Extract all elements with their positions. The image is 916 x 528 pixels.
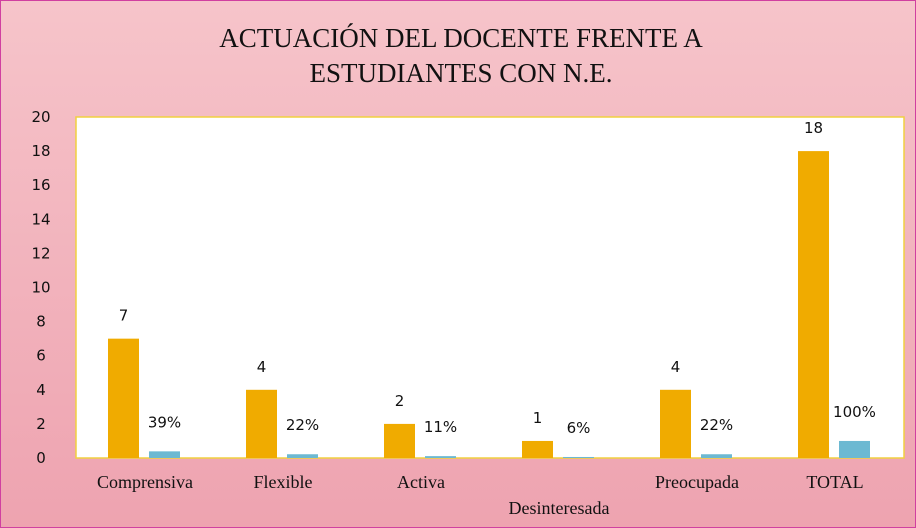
y-tick-label: 12 bbox=[31, 244, 50, 262]
data-label: 11% bbox=[424, 418, 457, 436]
data-label: 2 bbox=[395, 392, 405, 410]
data-label: 6% bbox=[567, 419, 591, 437]
bar bbox=[522, 440, 553, 458]
x-tick-label: Preocupada bbox=[655, 472, 739, 492]
data-label: 4 bbox=[257, 358, 267, 376]
bar bbox=[108, 338, 139, 458]
bar bbox=[425, 456, 456, 458]
plot-area bbox=[75, 116, 905, 459]
y-tick-label: 20 bbox=[31, 108, 50, 126]
data-label: 4 bbox=[671, 358, 681, 376]
data-label: 7 bbox=[119, 307, 129, 325]
bar bbox=[149, 451, 180, 458]
data-label: 100% bbox=[833, 403, 876, 421]
y-tick-label: 6 bbox=[36, 347, 46, 365]
data-label: 22% bbox=[700, 416, 733, 434]
data-label: 39% bbox=[148, 413, 181, 431]
bar bbox=[287, 454, 318, 458]
data-label: 22% bbox=[286, 416, 319, 434]
x-tick-label: Comprensiva bbox=[97, 472, 193, 492]
x-tick-label: Activa bbox=[397, 472, 445, 492]
x-tick-label: Desinteresada bbox=[509, 498, 610, 518]
bar bbox=[701, 454, 732, 458]
bar bbox=[798, 151, 829, 458]
chart-title: ACTUACIÓN DEL DOCENTE FRENTE A ESTUDIANT… bbox=[219, 23, 703, 88]
bar bbox=[563, 456, 594, 458]
data-label: 1 bbox=[533, 409, 543, 427]
y-tick-label: 18 bbox=[31, 142, 50, 160]
y-tick-label: 2 bbox=[36, 415, 46, 433]
bar bbox=[384, 423, 415, 458]
y-tick-label: 0 bbox=[36, 449, 46, 467]
x-tick-label: TOTAL bbox=[806, 472, 863, 492]
x-tick-label: Flexible bbox=[254, 472, 313, 492]
bar bbox=[246, 389, 277, 458]
y-tick-label: 4 bbox=[36, 381, 46, 399]
y-tick-label: 8 bbox=[36, 313, 46, 331]
bar bbox=[660, 389, 691, 458]
y-tick-label: 14 bbox=[31, 210, 50, 228]
y-tick-label: 16 bbox=[31, 176, 50, 194]
bar bbox=[839, 440, 870, 458]
y-tick-label: 10 bbox=[31, 279, 50, 297]
data-label: 18 bbox=[804, 119, 823, 137]
